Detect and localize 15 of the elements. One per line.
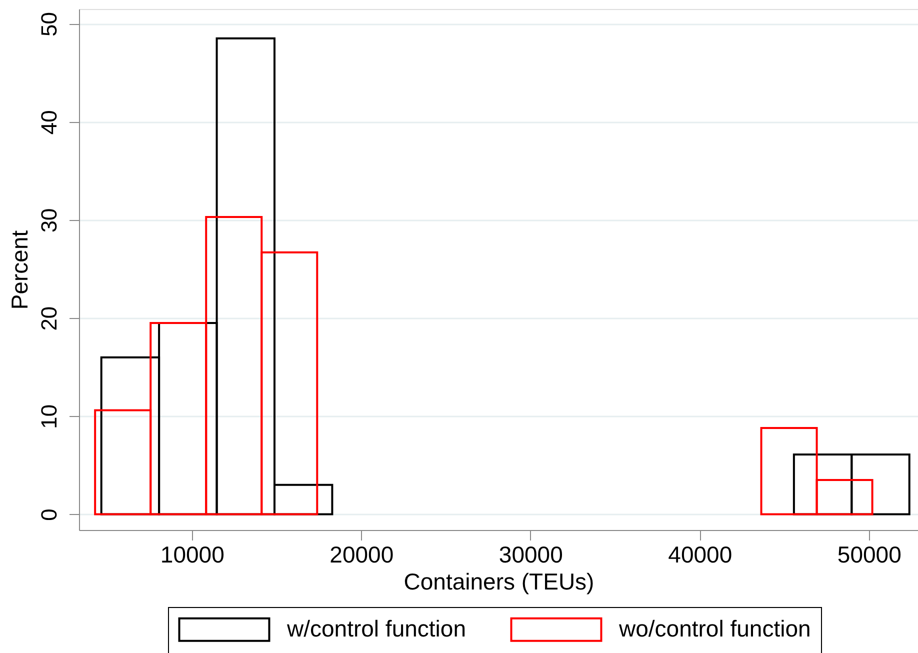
y-tick-label: 50 bbox=[36, 12, 62, 36]
y-tick-label: 20 bbox=[36, 306, 62, 331]
y-tick-label: 30 bbox=[36, 208, 62, 233]
x-tick-label: 30000 bbox=[498, 542, 563, 568]
x-tick-label: 50000 bbox=[837, 542, 902, 568]
x-tick-label: 10000 bbox=[160, 542, 224, 568]
y-tick-label: 40 bbox=[36, 110, 62, 135]
y-axis-title: Percent bbox=[6, 230, 32, 310]
y-tick-label: 10 bbox=[36, 404, 62, 429]
legend-label: w/control function bbox=[286, 616, 466, 642]
x-tick-label: 40000 bbox=[668, 542, 732, 568]
x-tick-label: 20000 bbox=[330, 542, 394, 568]
legend-label: wo/control function bbox=[618, 616, 811, 642]
x-axis-title: Containers (TEUs) bbox=[404, 568, 594, 594]
y-tick-label: 0 bbox=[36, 508, 62, 521]
